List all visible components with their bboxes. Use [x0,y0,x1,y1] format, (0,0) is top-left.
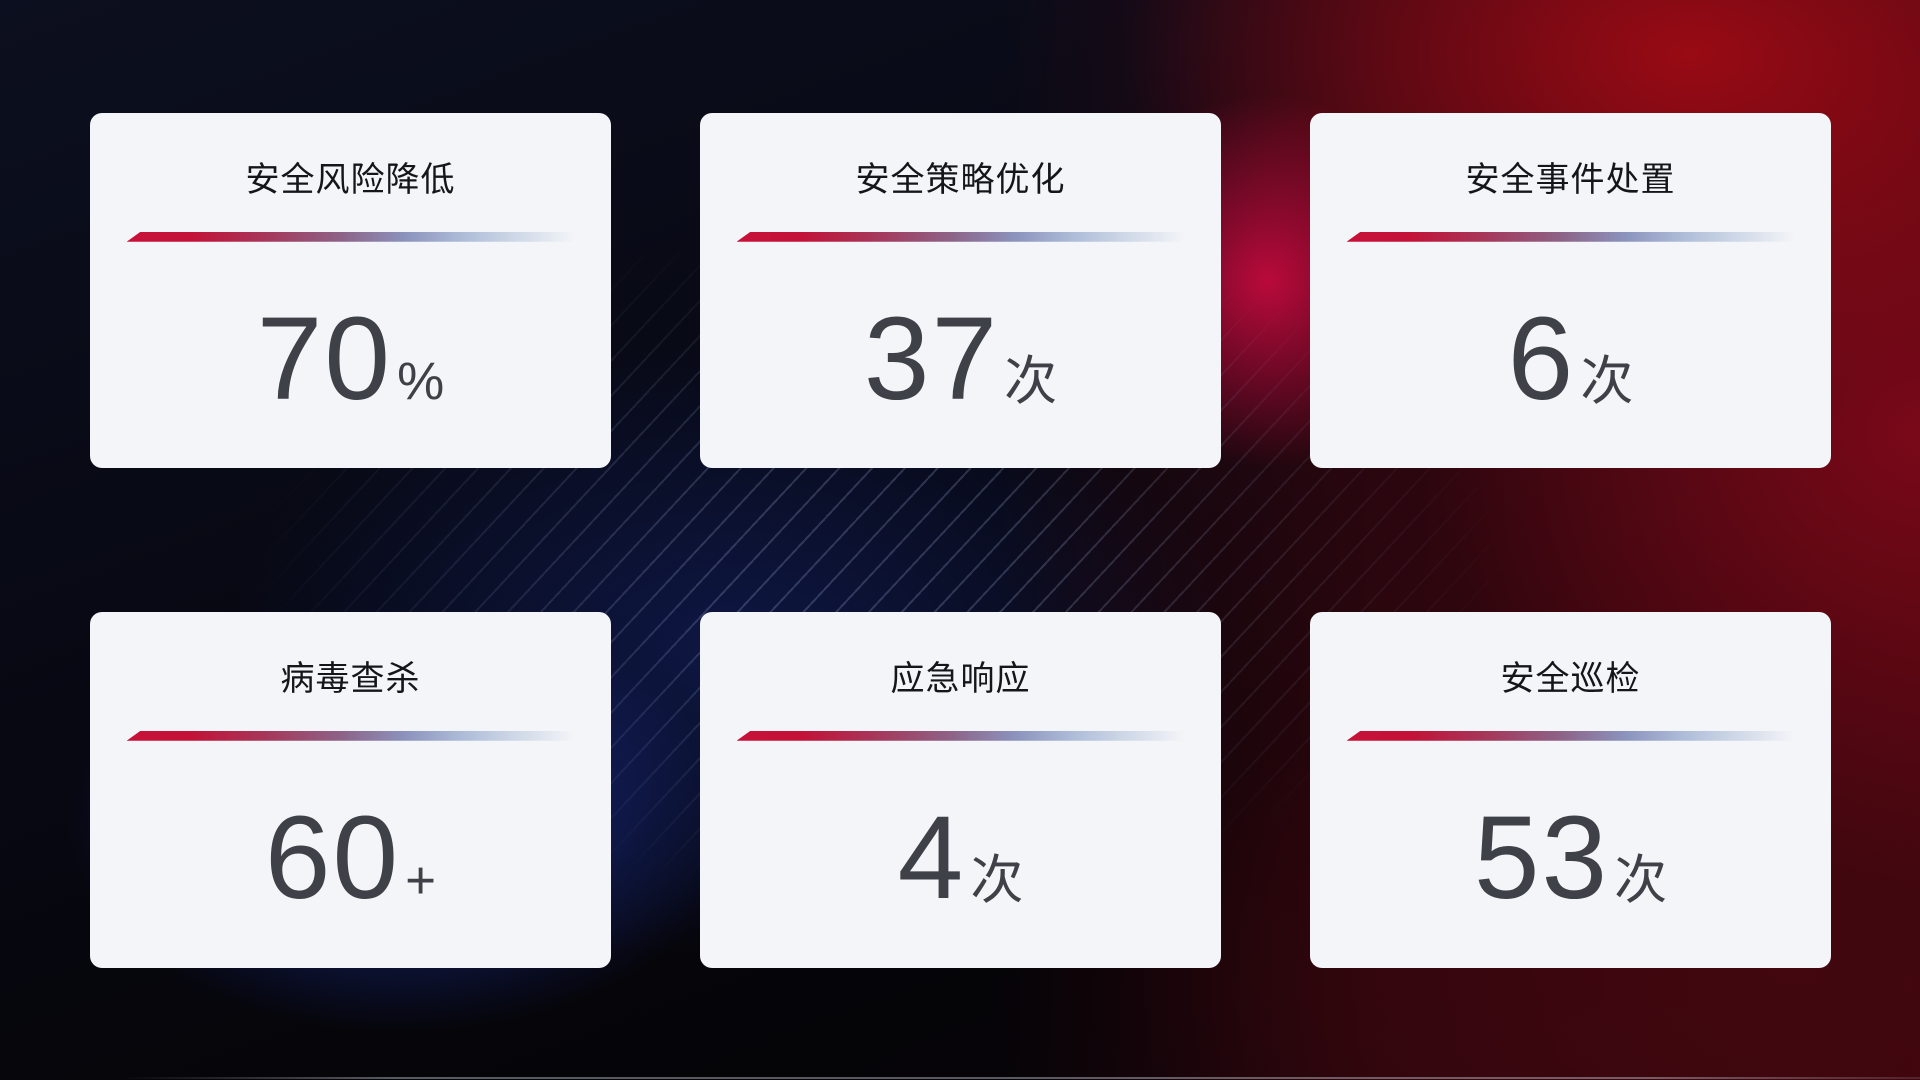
stat-card-virus-scan: 病毒查杀 60+ [90,612,611,968]
card-value-row: 6次 [1508,300,1634,418]
stat-card-security-policy-optimization: 安全策略优化 37次 [700,113,1221,468]
card-title: 安全风险降低 [245,161,456,199]
stat-card-grid: 安全风险降低 70% 安全策略优化 37次 安全事件处置 6次 病毒查杀 60+… [90,113,1831,968]
card-title: 安全事件处置 [1465,161,1676,199]
card-value: 37 [863,292,1000,425]
card-unit: 次 [970,850,1024,910]
card-unit: % [397,351,445,411]
gradient-divider-line [736,730,1185,741]
gradient-divider-line [126,730,575,741]
card-title: 安全策略优化 [855,161,1066,199]
card-value: 4 [897,791,966,924]
stat-card-emergency-response: 应急响应 4次 [700,612,1221,968]
card-unit: 次 [1004,351,1058,411]
card-value-row: 53次 [1474,799,1667,917]
stat-card-security-inspection: 安全巡检 53次 [1310,612,1831,968]
bottom-edge-glow [120,1077,1920,1079]
card-value-row: 4次 [898,799,1024,917]
card-value: 53 [1473,791,1610,924]
gradient-divider-line [1346,730,1795,741]
card-value-row: 70% [257,300,444,418]
card-unit: 次 [1614,850,1668,910]
card-title: 应急响应 [890,660,1031,698]
card-unit: 次 [1580,351,1634,411]
stat-card-security-risk-reduction: 安全风险降低 70% [90,113,611,468]
card-value-row: 60+ [265,799,436,917]
card-title: 病毒查杀 [280,660,421,698]
card-value: 70 [256,292,393,425]
gradient-divider-line [126,231,575,242]
card-unit: + [405,850,437,910]
stat-card-security-incident-handling: 安全事件处置 6次 [1310,113,1831,468]
card-value: 6 [1507,292,1576,425]
gradient-divider-line [1346,231,1795,242]
gradient-divider-line [736,231,1185,242]
card-value-row: 37次 [864,300,1057,418]
card-value: 60 [264,791,401,924]
card-title: 安全巡检 [1500,660,1641,698]
